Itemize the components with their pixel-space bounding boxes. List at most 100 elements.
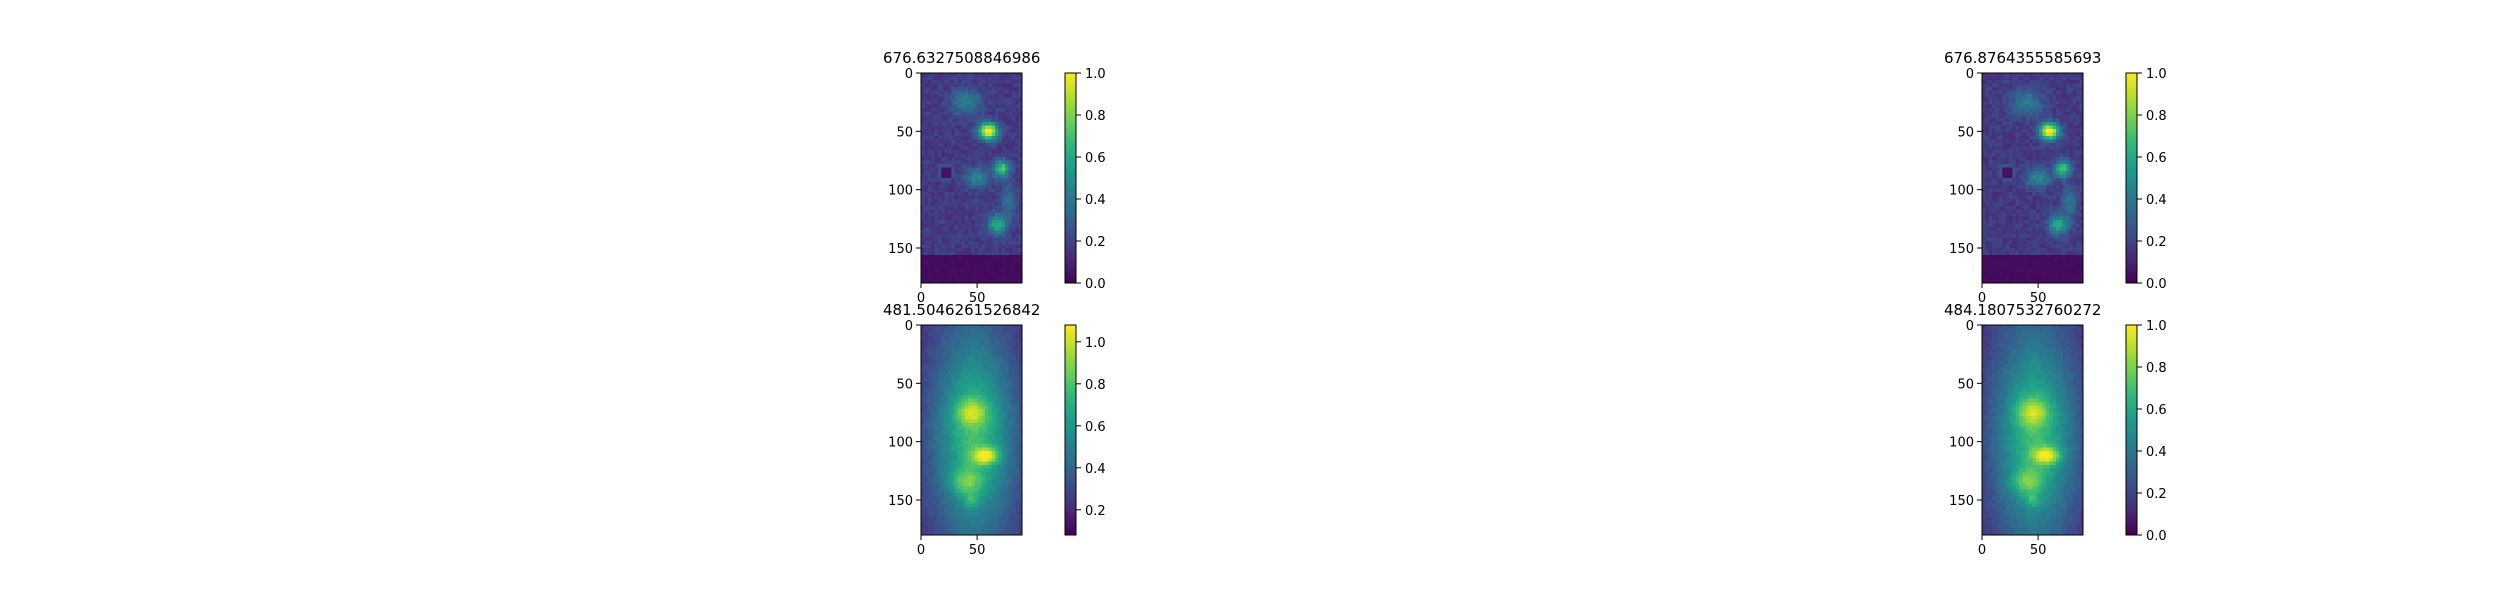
heatmap-cell bbox=[961, 262, 966, 266]
heatmap-cell bbox=[1988, 188, 1993, 193]
heatmap-cell bbox=[978, 111, 982, 116]
heatmap-cell bbox=[995, 384, 999, 389]
heatmap-cell bbox=[995, 80, 999, 84]
heatmap-cell bbox=[944, 412, 949, 417]
heatmap-cell bbox=[1998, 255, 2003, 259]
heatmap-cell bbox=[958, 230, 962, 235]
heatmap-cell bbox=[2076, 248, 2081, 252]
heatmap-cell bbox=[921, 363, 925, 368]
heatmap-cell bbox=[1011, 349, 1016, 354]
heatmap-cell bbox=[2059, 234, 2064, 238]
heatmap-cell bbox=[991, 97, 996, 102]
heatmap-cell bbox=[2072, 230, 2077, 235]
heatmap-cell bbox=[1011, 122, 1016, 126]
heatmap-cell bbox=[2025, 230, 2030, 235]
heatmap-cell bbox=[1001, 118, 1006, 123]
heatmap-cell bbox=[931, 139, 935, 144]
heatmap-cell bbox=[927, 328, 932, 333]
heatmap-cell bbox=[2049, 220, 2054, 224]
heatmap-cell bbox=[2079, 237, 2084, 242]
heatmap-cell bbox=[934, 115, 939, 119]
heatmap-cell bbox=[944, 129, 949, 133]
heatmap-cell bbox=[1015, 430, 1020, 434]
heatmap-cell bbox=[974, 328, 979, 333]
heatmap-cell bbox=[951, 367, 956, 371]
heatmap-cell bbox=[1005, 440, 1009, 445]
heatmap-cell bbox=[921, 87, 925, 91]
heatmap-cell bbox=[1982, 223, 1986, 228]
heatmap-cell bbox=[2032, 192, 2037, 196]
heatmap-cell bbox=[1008, 202, 1013, 207]
heatmap-cell bbox=[995, 391, 999, 396]
heatmap-cell bbox=[2019, 90, 2023, 95]
heatmap-cell bbox=[944, 353, 949, 357]
heatmap-cell bbox=[995, 94, 999, 98]
heatmap-cell bbox=[971, 412, 976, 417]
heatmap-cell bbox=[2062, 206, 2067, 210]
heatmap-cell bbox=[954, 349, 959, 354]
heatmap-cell bbox=[944, 360, 949, 364]
heatmap-cell bbox=[1011, 325, 1016, 329]
heatmap-cell bbox=[2039, 157, 2043, 161]
heatmap-cell bbox=[924, 76, 929, 81]
heatmap-cell bbox=[978, 108, 982, 112]
heatmap-cell bbox=[931, 125, 935, 130]
heatmap-cell bbox=[958, 465, 962, 469]
heatmap-cell bbox=[2002, 139, 2006, 144]
heatmap-cell bbox=[1015, 405, 1020, 410]
heatmap-cell bbox=[2002, 143, 2006, 147]
colorbar-tick-label: 0.6 bbox=[1085, 151, 1106, 166]
heatmap-cell bbox=[944, 468, 949, 473]
heatmap-cell bbox=[921, 349, 925, 354]
heatmap-cell bbox=[2072, 255, 2077, 259]
heatmap-cell bbox=[937, 139, 942, 144]
heatmap-cell bbox=[2062, 244, 2067, 249]
heatmap-cell bbox=[931, 108, 935, 112]
heatmap-cell bbox=[1008, 465, 1013, 469]
heatmap-cell bbox=[2066, 220, 2070, 224]
heatmap-cell bbox=[988, 255, 993, 259]
heatmap-cell bbox=[1015, 388, 1020, 392]
heatmap-cell bbox=[2005, 132, 2010, 137]
heatmap-cell bbox=[937, 440, 942, 445]
heatmap-cell bbox=[958, 174, 962, 179]
heatmap-cell bbox=[995, 83, 999, 88]
heatmap-cell bbox=[944, 255, 949, 259]
heatmap-cell bbox=[2079, 220, 2084, 224]
heatmap-cell bbox=[1005, 202, 1009, 207]
heatmap-cell bbox=[1005, 269, 1009, 273]
heatmap-cell bbox=[2072, 94, 2077, 98]
heatmap-cell bbox=[964, 157, 969, 161]
heatmap-cell bbox=[2049, 209, 2054, 214]
heatmap-cell bbox=[991, 391, 996, 396]
heatmap-cell bbox=[1985, 139, 1990, 144]
heatmap-cell bbox=[968, 125, 972, 130]
heatmap-cell bbox=[2056, 199, 2060, 203]
heatmap-cell bbox=[981, 272, 986, 277]
heatmap-cell bbox=[1982, 178, 1986, 182]
heatmap-cell bbox=[971, 136, 976, 140]
heatmap-cell bbox=[2008, 272, 2013, 277]
heatmap-cell bbox=[974, 83, 979, 88]
heatmap-cell bbox=[2025, 220, 2030, 224]
heatmap-cell bbox=[981, 258, 986, 263]
heatmap-cell bbox=[941, 479, 945, 483]
heatmap-cell bbox=[2062, 132, 2067, 137]
heatmap-cell bbox=[964, 258, 969, 263]
heatmap-cell bbox=[1001, 377, 1006, 382]
heatmap-cell bbox=[2069, 213, 2074, 217]
heatmap-cell bbox=[2076, 181, 2081, 186]
heatmap-cell bbox=[954, 118, 959, 123]
heatmap-cell bbox=[1015, 241, 1020, 245]
heatmap-cell bbox=[991, 230, 996, 235]
heatmap-cell bbox=[1008, 146, 1013, 151]
heatmap-cell bbox=[931, 388, 935, 392]
heatmap-cell bbox=[944, 108, 949, 112]
heatmap-cell bbox=[2079, 146, 2084, 151]
heatmap-cell bbox=[924, 104, 929, 109]
heatmap-cell bbox=[951, 405, 956, 410]
heatmap-cell bbox=[954, 468, 959, 473]
heatmap-cell bbox=[988, 178, 993, 182]
heatmap-cell bbox=[971, 335, 976, 340]
heatmap-cell bbox=[984, 251, 989, 256]
